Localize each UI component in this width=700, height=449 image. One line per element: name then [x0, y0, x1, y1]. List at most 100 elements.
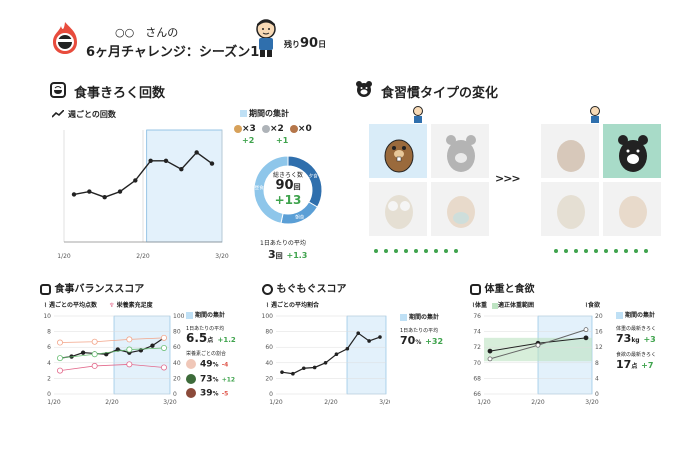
x-tick-label: 1/20 [269, 399, 283, 406]
habit-grid-before [369, 124, 489, 236]
x-tick-label: 2/20 [324, 399, 338, 406]
x-tick-label: 1/20 [477, 399, 491, 406]
mogu-point [367, 339, 371, 343]
y-left-tick: 0 [47, 391, 51, 398]
period-highlight [146, 129, 223, 243]
balance-legend: ⌇ 週ごとの平均点数 ♆ 栄養素充足度 [44, 300, 153, 309]
owl-character-icon [385, 195, 413, 229]
x-tick-label: 3/20 [163, 399, 177, 406]
y-left-tick: 74 [473, 329, 481, 336]
weight-section: 体重と食欲 ⌇体重 適正体重範囲 ⌇食欲 76 20 74 16 72 12 70 8 68 4 6… [470, 280, 695, 410]
medal-bronze-count: ×0 [297, 124, 312, 134]
nutrient-icon [186, 388, 196, 398]
medal-silver-count: ×2 [269, 124, 284, 134]
count-point [87, 189, 92, 194]
trend-icon: ⌇ [472, 302, 475, 309]
avg-score-value: 6.5 [186, 331, 208, 345]
balance-summary: 期間の集計 1日あたりの平均 6.5点 +1.2 栄養素ごとの割合 49% -4… [186, 310, 256, 399]
nutrient-value: 73 [200, 374, 213, 384]
balance-point [56, 355, 63, 362]
avg-score-unit: 点 [207, 337, 214, 344]
bear-character-icon [618, 135, 648, 172]
header: ○○ さんの 6ヶ月チャレンジ：シーズン1 残り90日 [0, 0, 700, 70]
hamster-character-icon [447, 196, 475, 228]
summary-label: 期間の集計 [195, 312, 226, 319]
nutrient-unit: % [212, 390, 219, 398]
mogu-point [378, 335, 382, 339]
nutrient-value: 49 [200, 359, 213, 370]
mogu-point [291, 371, 295, 376]
y-tick-label: 0 [269, 391, 273, 398]
mogumogu-section: もぐもぐスコア ⌇ 週ごとの平均割合 100 80 60 40 20 0 1/20 2/20 3… [262, 280, 467, 410]
habit-cell [541, 182, 599, 236]
balance-icon [40, 283, 51, 295]
weight-unit: kg [631, 337, 640, 344]
gold-medal-icon [234, 124, 242, 133]
y-left-tick: 72 [473, 344, 481, 351]
summary-label: 期間の集計 [625, 312, 656, 319]
bronze-medal-icon [289, 124, 298, 133]
nutrient-delta: -5 [221, 390, 229, 398]
count-point [209, 161, 215, 166]
progress-dots-after [551, 238, 661, 253]
weight-value: 73 [616, 332, 632, 345]
mouth-icon [262, 283, 273, 295]
x-tick-label: 3/20 [585, 399, 599, 406]
y-left-tick: 2 [47, 375, 51, 382]
avg-score-delta: +1.2 [217, 336, 236, 344]
balance-point [150, 343, 155, 348]
balance-point [126, 361, 133, 368]
count-point [117, 189, 123, 194]
balance-point [161, 364, 168, 371]
avg-score: 6.5点 +1.2 [186, 332, 256, 347]
y-left-tick: 76 [473, 313, 481, 320]
donut-slice [253, 155, 289, 224]
trend-icon: ⌇ [44, 302, 47, 309]
balance-point [161, 334, 168, 341]
y-right-tick: 16 [595, 329, 603, 336]
medal-gold-count: ×3 [242, 124, 256, 134]
silver-medal-icon [261, 124, 270, 133]
meal-summary: 期間の集計 [240, 108, 340, 119]
y-right-tick: 20 [595, 313, 603, 320]
x-tick-label: 3/20 [379, 399, 390, 406]
y-tick-label: 40 [265, 360, 273, 367]
nutrient-icon [186, 359, 196, 369]
daily-avg-delta: +1.3 [286, 251, 308, 260]
count-point [148, 158, 153, 163]
owl-character-icon [557, 195, 585, 229]
nutrient-delta: -4 [221, 361, 229, 369]
avg-mogu-value: 70 [400, 334, 416, 347]
habit-type-section: 食習慣タイプの変化 >>> [355, 78, 661, 258]
bowl-icon [50, 82, 66, 98]
summary-label: 期間の集計 [409, 314, 440, 321]
period-highlight [346, 315, 387, 395]
y-right-tick: 0 [595, 391, 599, 398]
balance-point [126, 336, 133, 343]
meal-count-section: 食事きろく回数 週ごとの回数 1/20 2/20 3/20 期間の集計 ×3 ×2 … [50, 78, 340, 268]
nutrient-row: 49% -4 [186, 359, 256, 370]
legend-weight: 体重 [474, 302, 487, 309]
remaining-prefix: 残り [284, 40, 300, 49]
daily-avg-unit: 回 [275, 252, 283, 260]
y-left-tick: 8 [47, 329, 51, 336]
weight-point [583, 327, 589, 333]
nutrient-unit: % [212, 361, 219, 369]
avg-mogu-delta: +32 [425, 337, 444, 346]
legend-appetite: 食欲 [587, 302, 600, 309]
donut-center: 総きろく数 90回 +13 [246, 170, 330, 207]
meal-count-title: 食事きろく回数 [74, 86, 166, 101]
count-point [102, 195, 107, 200]
weight-summary: 期間の集計 体重の最新きろく 73kg +3 食欲の最新きろく 17点 +7 [616, 310, 696, 371]
balance-point [161, 344, 168, 351]
y-right-tick: 8 [595, 360, 599, 367]
nutrients-label: 栄養素ごとの割合 [186, 351, 226, 357]
donut-slice-label: 朝食 [295, 213, 304, 220]
count-point [163, 158, 169, 163]
y-left-tick: 70 [473, 360, 481, 367]
balance-point [56, 339, 63, 346]
medal-silver-delta: +1 [276, 136, 289, 145]
avg-mogu-unit: % [415, 339, 422, 346]
